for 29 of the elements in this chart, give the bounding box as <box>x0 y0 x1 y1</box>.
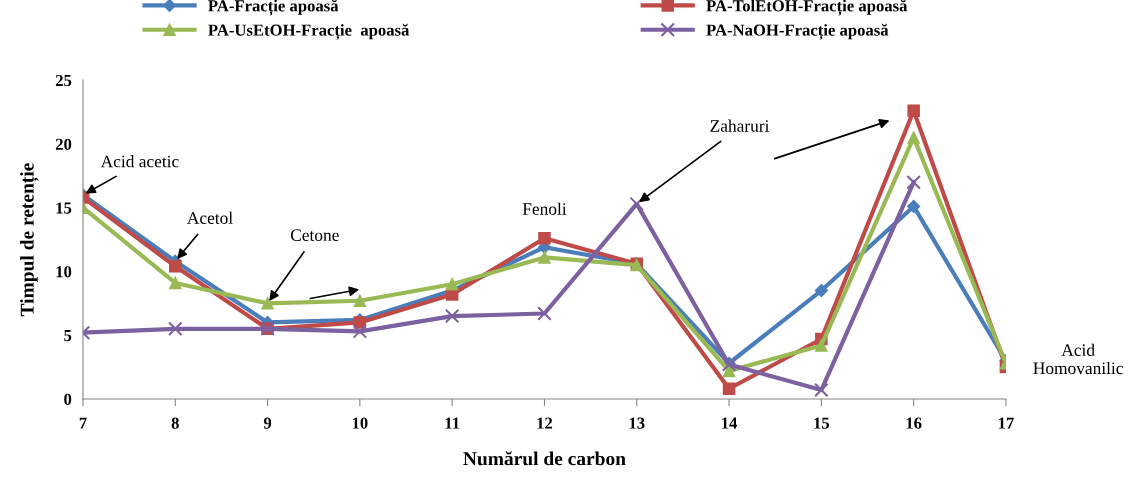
y-tick-label: 20 <box>55 138 72 150</box>
x-tick-label: 12 <box>537 417 553 429</box>
x-tick-label: 10 <box>352 417 368 429</box>
annotation: Cetone <box>290 229 339 241</box>
x-tick-label: 11 <box>445 417 460 429</box>
x-tick-label: 8 <box>171 417 179 429</box>
x-tick-label: 14 <box>722 417 738 429</box>
x-tick-label: 16 <box>906 417 922 429</box>
x-tick-label: 15 <box>814 417 830 429</box>
annotation: Fenoli <box>522 202 567 215</box>
legend-label: PA-TolEtOH-Fracție apoasă <box>706 0 908 16</box>
x-tick-label: 13 <box>629 417 645 429</box>
y-tick-label: 5 <box>64 330 72 342</box>
y-axis-title: Timpul de retenție <box>20 163 39 317</box>
x-tick-label: 9 <box>263 417 272 429</box>
annotation: Acid Homovanilic <box>1033 343 1123 375</box>
y-tick-label: 0 <box>64 393 72 405</box>
x-axis-title: Numărul de carbon <box>463 451 626 466</box>
legend-label: PA-NaOH-Fracție apoasă <box>706 23 889 40</box>
annotation: Zaharuri <box>710 119 770 132</box>
y-tick-label: 10 <box>56 266 72 278</box>
x-tick-label: 17 <box>998 417 1014 429</box>
y-tick-label: 15 <box>56 202 72 214</box>
annotation: Acetol <box>187 211 233 224</box>
x-tick-label: 7 <box>79 417 87 429</box>
y-tick-label: 25 <box>55 74 72 87</box>
legend-label: PA-Fracție apoasă <box>208 0 339 16</box>
legend-label: PA-UsEtOH-Fracție apoasă <box>208 23 410 40</box>
annotation: Acid acetic <box>100 155 179 168</box>
